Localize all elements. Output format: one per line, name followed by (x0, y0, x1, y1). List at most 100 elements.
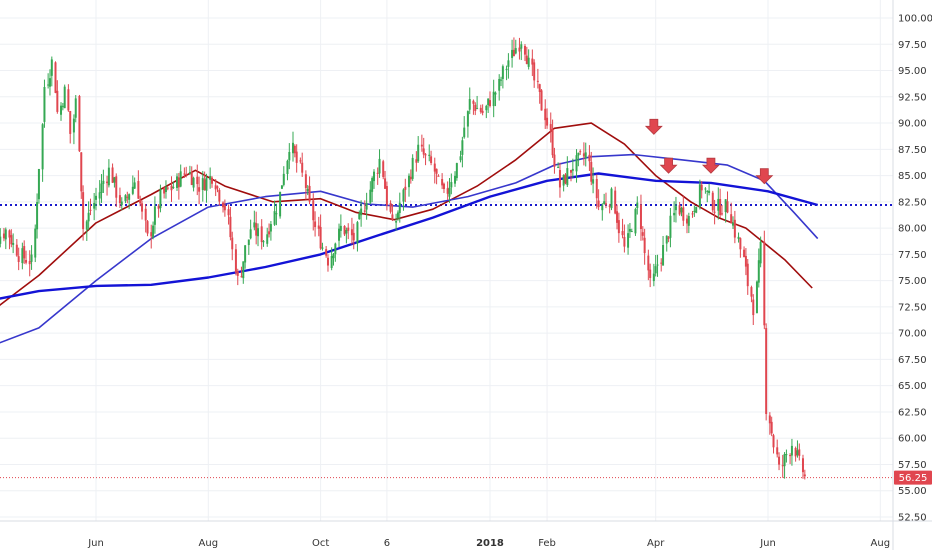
candle-body (448, 187, 451, 197)
candle-body (770, 421, 773, 434)
x-axis-ticks[interactable]: Jun Aug Oct 6 2018 Feb Apr Jun Aug (87, 538, 890, 549)
y-tick-label: 97.50 (898, 40, 927, 51)
candle-body (698, 184, 701, 207)
down-arrow-icon (701, 157, 720, 174)
candle-body (240, 276, 243, 278)
candle-body (95, 195, 97, 200)
y-tick-label: 92.50 (898, 92, 927, 103)
y-tick-label: 57.50 (898, 460, 927, 471)
x-tick-label: 6 (384, 538, 390, 549)
y-tick-label: 90.00 (898, 119, 927, 130)
candle-body (588, 154, 591, 162)
candle-body (538, 84, 541, 92)
y-tick-label: 70.00 (898, 329, 927, 340)
candle-body (667, 237, 670, 239)
candle-body (50, 59, 53, 76)
candle-body (183, 173, 186, 175)
candle-body (540, 90, 543, 111)
candle-body (153, 206, 156, 225)
candle-body (126, 196, 129, 198)
candle-body (485, 105, 488, 111)
candle-body (575, 155, 578, 172)
candle-body (673, 212, 676, 216)
candle-body (674, 206, 677, 211)
candle-body (570, 169, 573, 173)
candle-body (746, 263, 749, 287)
candle-body (330, 256, 333, 269)
candle-body (785, 454, 788, 456)
candle-body (474, 104, 477, 111)
candle-body (730, 214, 733, 224)
candle-body (118, 195, 121, 204)
candle-body (395, 221, 398, 223)
candle-body (253, 222, 256, 228)
candle-body (691, 213, 694, 215)
candle-body (210, 177, 213, 184)
y-tick-label: 77.50 (898, 250, 927, 261)
candle-body (789, 455, 792, 457)
candle-body (288, 151, 291, 161)
candle-body (776, 447, 779, 455)
candle-body (662, 245, 665, 266)
candle-body (23, 246, 26, 259)
candle-body (247, 239, 250, 246)
candle-body (442, 183, 445, 190)
candle-body (577, 152, 580, 156)
candle-body (595, 178, 598, 199)
candle-body (732, 222, 735, 226)
candle-body (179, 171, 182, 187)
candle-body (12, 242, 15, 245)
candle-body (796, 450, 799, 456)
candle-body (781, 465, 784, 467)
candle-body (801, 458, 804, 473)
candle-body (765, 328, 768, 414)
candle-body (678, 205, 681, 215)
price-axis-panel[interactable] (893, 0, 932, 521)
moving-averages (0, 122, 819, 344)
y-tick-label: 87.50 (898, 145, 927, 156)
candle-body (391, 214, 394, 221)
candle-body (74, 98, 77, 118)
candle-body (544, 108, 547, 121)
candle-body (319, 226, 322, 249)
moving-average-ma-fast (0, 122, 813, 307)
candle-body (523, 46, 526, 55)
candle-body (608, 205, 611, 207)
candle-body (566, 168, 569, 186)
candle-body (571, 168, 574, 171)
candle-body (345, 230, 348, 234)
candle-body (623, 236, 626, 247)
candle-body (384, 178, 387, 189)
candle-body (376, 172, 379, 174)
candle-body (466, 111, 469, 127)
candle-body (720, 213, 723, 215)
candle-body (120, 201, 123, 206)
candle-body (170, 185, 173, 191)
candle-body (420, 144, 423, 147)
down-arrow-icon (644, 118, 663, 135)
candle-body (365, 202, 368, 210)
candle-body (308, 185, 311, 202)
candle-body (269, 224, 272, 232)
y-tick-label: 55.00 (898, 486, 927, 497)
candle-body (476, 108, 479, 110)
candle-body (461, 140, 464, 155)
candle-body (468, 99, 471, 110)
y-axis-ticks[interactable]: 100.00 97.50 95.00 92.50 90.00 87.50 85.00 82.5… (898, 14, 932, 524)
candle-body (244, 245, 247, 263)
candle-body (293, 145, 296, 154)
candle-body (373, 171, 376, 182)
candle-body (236, 271, 239, 276)
candle-body (446, 188, 449, 194)
candle-body (347, 227, 350, 231)
candle-body (56, 90, 59, 112)
candle-body (172, 186, 175, 188)
candle-body (582, 153, 585, 157)
candle-body (706, 190, 709, 192)
candle-body (30, 254, 33, 262)
candle-body (647, 255, 650, 271)
candle-body (334, 243, 337, 255)
candle-body (255, 223, 258, 236)
candle-body (505, 68, 508, 70)
